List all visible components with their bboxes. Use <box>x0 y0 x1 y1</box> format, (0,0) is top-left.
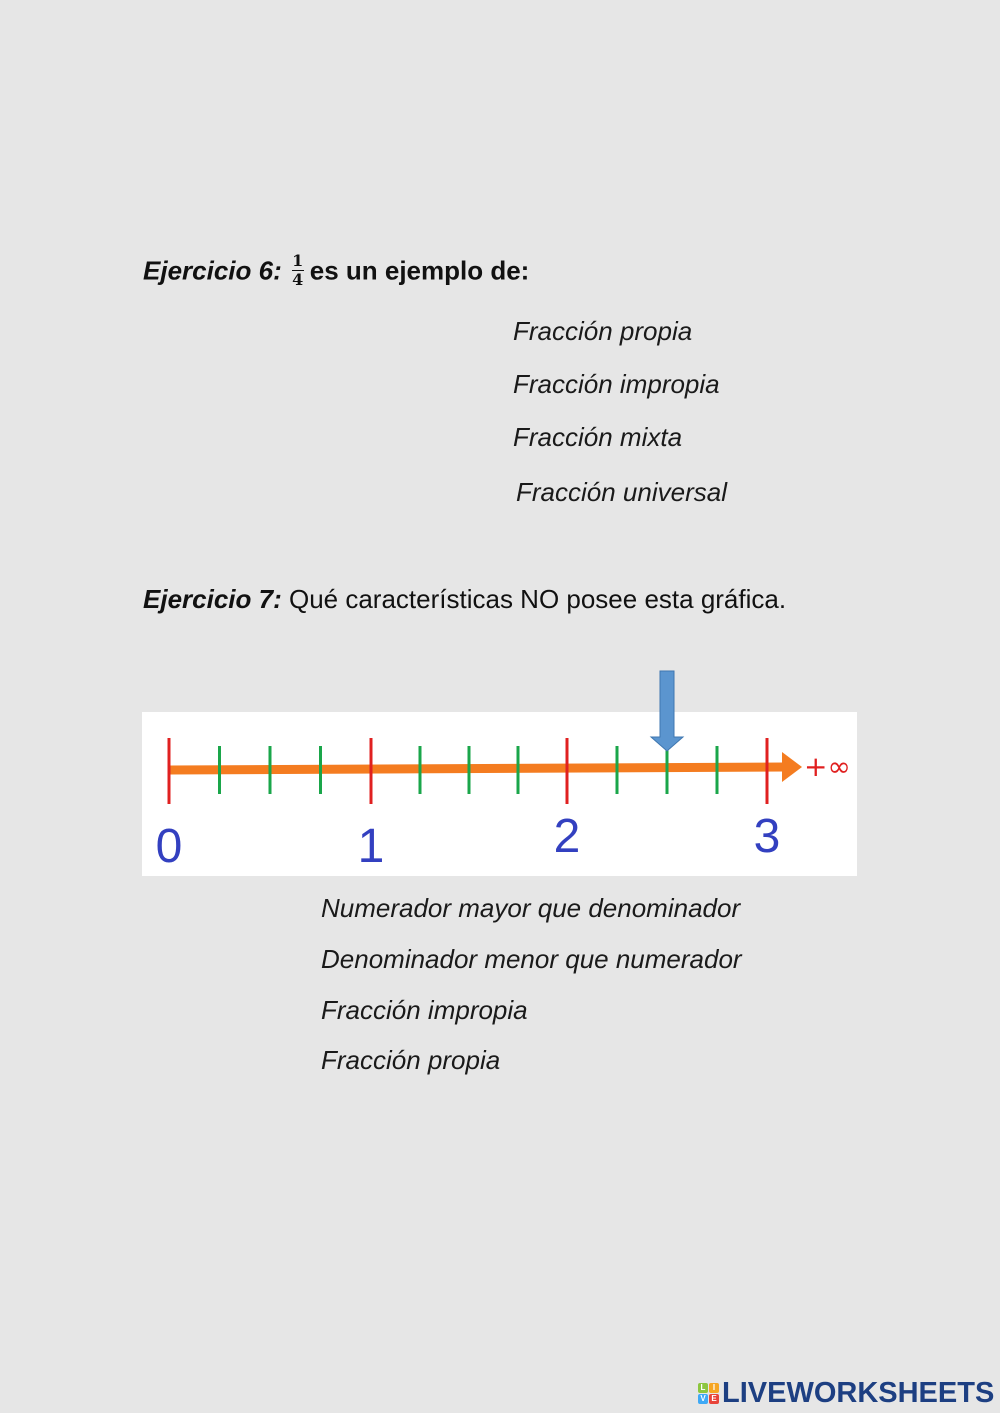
ex6-option[interactable]: Fracción universal <box>516 477 727 507</box>
figure-background <box>142 712 857 876</box>
ex7-option[interactable]: Fracción propia <box>321 1045 501 1075</box>
ex6-option[interactable]: Fracción propia <box>513 316 693 346</box>
logo-text: LIVEWORKSHEETS <box>722 1377 995 1409</box>
ex7-option[interactable]: Numerador mayor que denominador <box>321 893 741 923</box>
number-line-figure: 0 1 2 3 +∞ <box>142 670 857 876</box>
ex7-option[interactable]: Denominador menor que numerador <box>321 944 742 974</box>
ex6-option[interactable]: Fracción mixta <box>513 422 683 452</box>
exercise6-label: Ejercicio 6: <box>143 255 282 286</box>
ex7-option[interactable]: Fracción impropia <box>321 995 528 1025</box>
exercise6-heading: Ejercicio 6: 1 4 es un ejemplo de: <box>143 251 530 290</box>
pointer-arrow-icon <box>649 670 685 752</box>
exercise7-question: Qué características NO posee esta gráfic… <box>288 584 787 614</box>
exercise7-label: Ejercicio 7: <box>143 584 282 614</box>
ex6-option[interactable]: Fracción impropia <box>513 369 720 399</box>
denominator: 4 <box>292 270 304 289</box>
exercise6-question: es un ejemplo de: <box>309 255 530 286</box>
axis-arrowhead <box>782 752 802 782</box>
numerator: 1 <box>292 251 304 270</box>
tick-label: 3 <box>754 810 781 863</box>
tick-label: 1 <box>358 820 385 873</box>
tick-label: 0 <box>156 820 183 873</box>
axis-line <box>168 762 786 775</box>
exercise7-heading: Ejercicio 7: Qué características NO pose… <box>143 580 856 618</box>
tick-label: 2 <box>554 810 581 863</box>
infinity-label: +∞ <box>804 750 851 783</box>
